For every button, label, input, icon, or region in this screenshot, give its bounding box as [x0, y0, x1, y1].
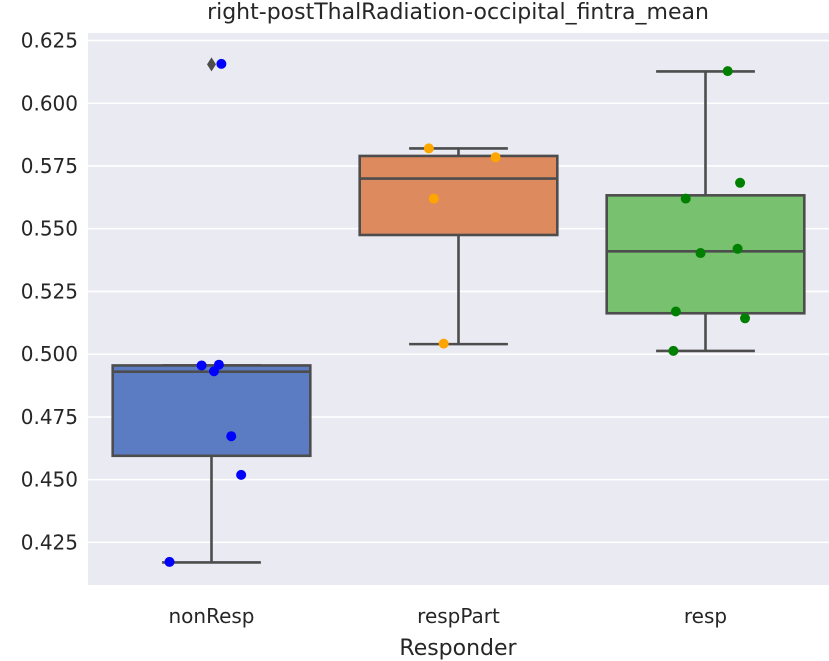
data-point	[722, 66, 733, 77]
y-tick-label: 0.600	[21, 91, 78, 115]
box	[605, 194, 806, 315]
data-point	[428, 193, 439, 204]
y-tick-labels: 0.425 0.450 0.475 0.500 0.525 0.550 0.575 0.600…	[21, 29, 78, 555]
boxes	[111, 57, 806, 567]
box-group-respPart	[358, 143, 559, 349]
data-point	[164, 556, 175, 567]
box-group-nonResp	[111, 57, 312, 567]
x-axis-title: Responder	[399, 636, 517, 661]
y-tick-label: 0.425	[21, 530, 78, 554]
data-point	[695, 248, 706, 259]
outlier-marker	[207, 57, 216, 72]
chart-title: right-postThalRadiation-occipital_fintra…	[207, 0, 709, 25]
y-tick-label: 0.575	[21, 154, 78, 178]
data-point	[740, 313, 751, 324]
data-point	[216, 58, 227, 69]
data-point	[208, 366, 219, 377]
data-point	[735, 177, 746, 188]
y-tick-label: 0.525	[21, 279, 78, 303]
data-point	[438, 338, 449, 349]
box	[111, 364, 312, 458]
x-tick-label: nonResp	[168, 604, 254, 628]
data-point	[732, 243, 743, 254]
data-point	[196, 360, 207, 371]
box-group-resp	[605, 66, 806, 356]
x-tick-label: respPart	[417, 604, 500, 628]
x-tick-labels: nonResp respPart resp	[168, 604, 727, 628]
data-point	[670, 306, 681, 317]
y-tick-label: 0.550	[21, 217, 78, 241]
data-point	[680, 193, 691, 204]
data-point	[226, 431, 237, 442]
y-tick-label: 0.450	[21, 468, 78, 492]
y-tick-label: 0.475	[21, 405, 78, 429]
data-point	[668, 345, 679, 356]
y-tick-label: 0.625	[21, 29, 78, 53]
data-point	[236, 469, 247, 480]
box	[358, 154, 559, 237]
x-tick-label: resp	[684, 604, 727, 628]
data-point	[423, 143, 434, 154]
y-tick-label: 0.500	[21, 342, 78, 366]
data-point	[490, 152, 501, 163]
